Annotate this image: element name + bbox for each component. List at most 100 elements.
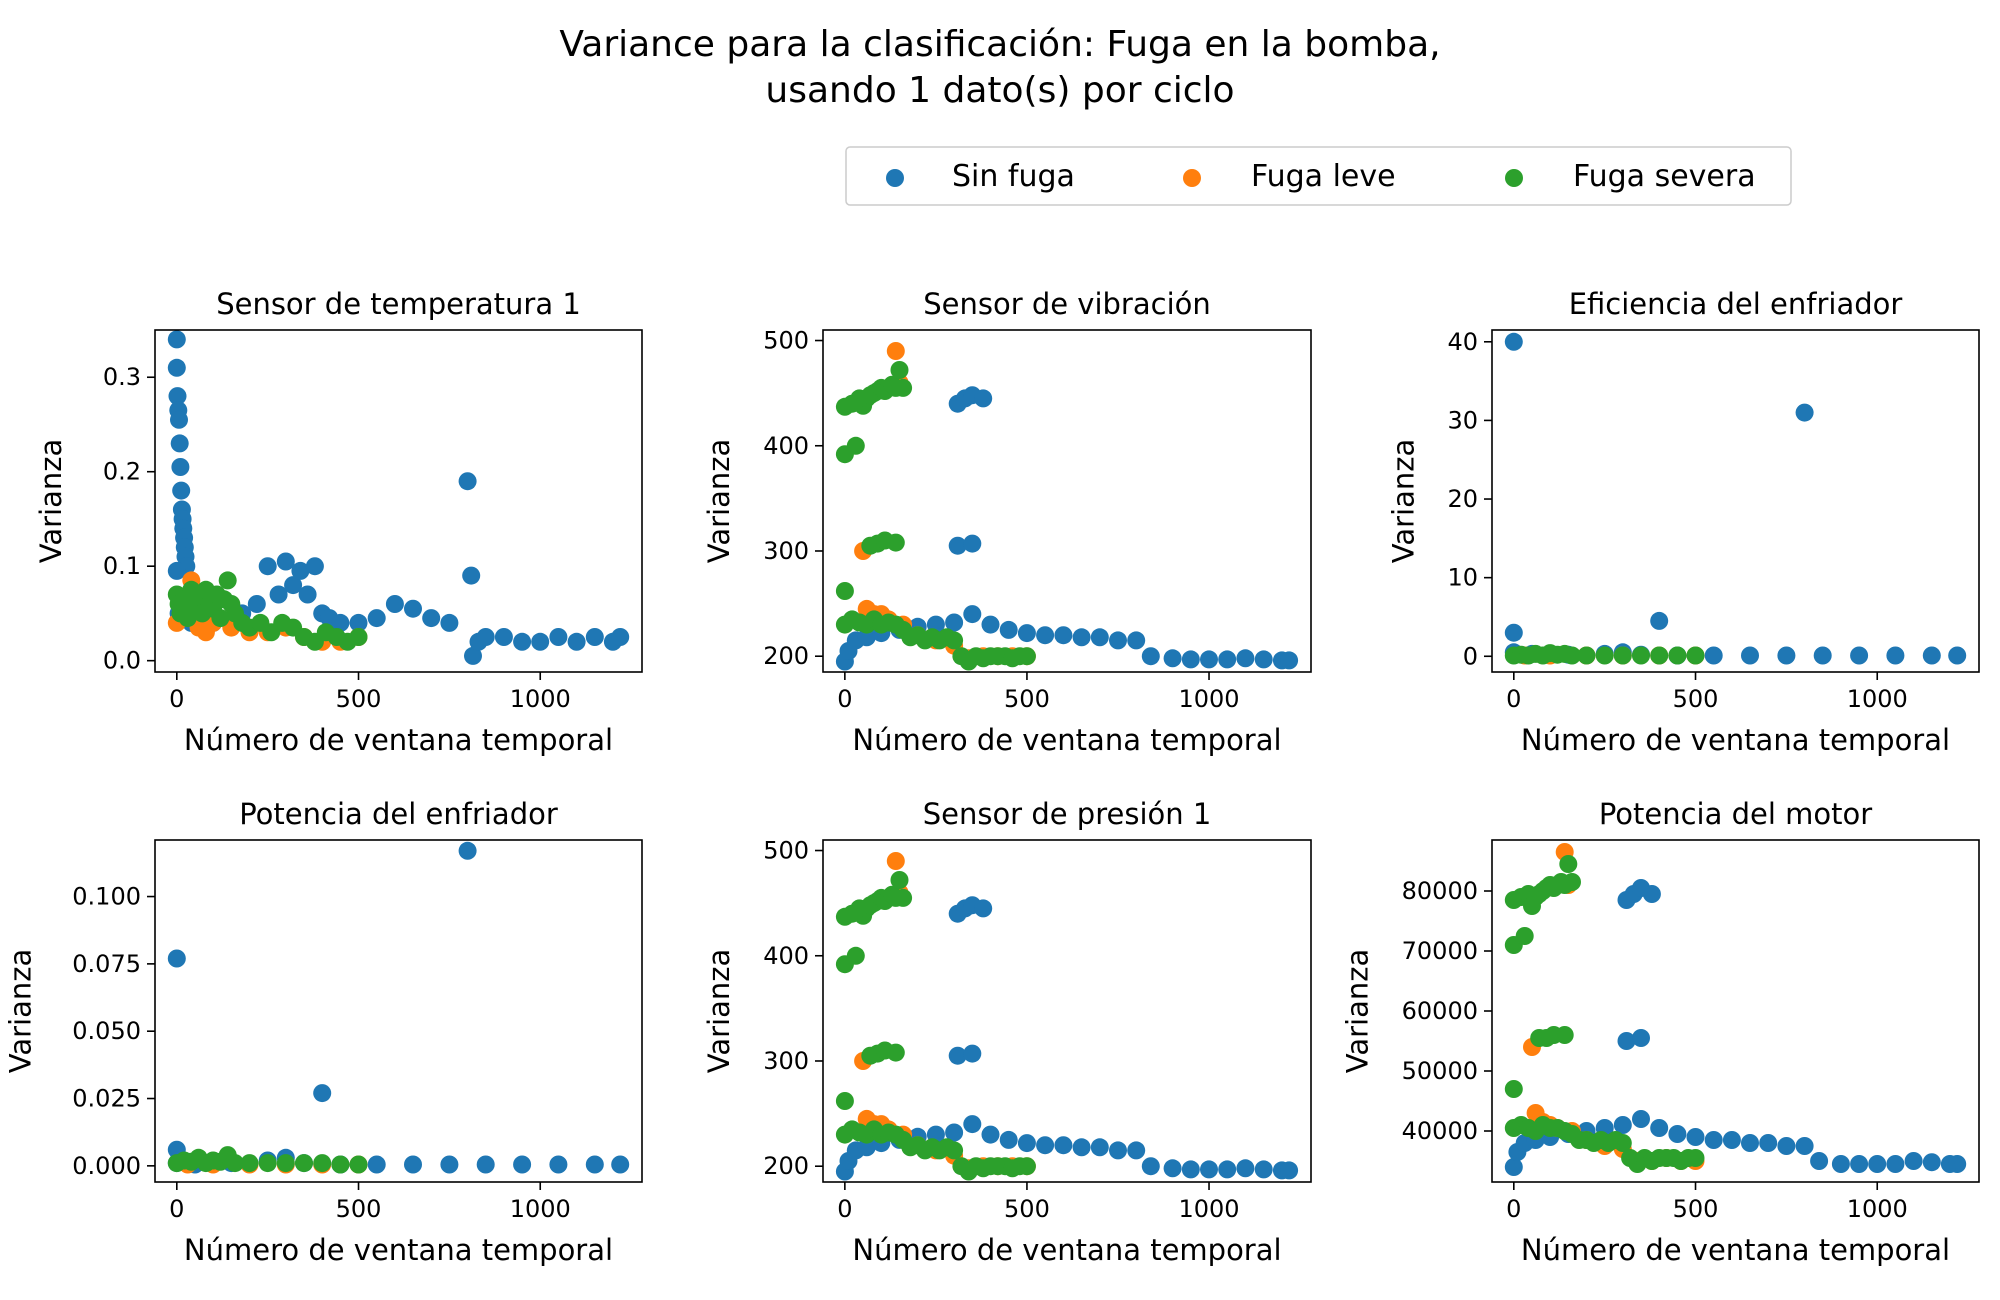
y-tick-label: 50000 (1402, 1057, 1478, 1085)
x-tick-label: 500 (1004, 685, 1050, 713)
data-point (549, 628, 568, 646)
data-point (611, 628, 630, 646)
data-point (1613, 1134, 1632, 1152)
data-point (170, 434, 189, 453)
data-point (1613, 1116, 1632, 1134)
y-tick-label: 40 (1447, 328, 1478, 356)
y-tick-label: 400 (763, 432, 809, 460)
data-point (1886, 646, 1905, 665)
data-point (1163, 1159, 1182, 1178)
data-point (1795, 1137, 1814, 1155)
data-point (835, 1092, 854, 1110)
y-tick-label: 500 (763, 837, 809, 865)
y-tick-label: 300 (763, 537, 809, 565)
data-point (1686, 646, 1705, 665)
points (1504, 843, 1967, 1176)
legend-box (845, 146, 1792, 206)
y-tick-label: 200 (763, 1152, 809, 1180)
y-tick-label: 10 (1447, 564, 1478, 592)
data-point (974, 899, 993, 918)
x-tick-label: 1000 (1178, 685, 1239, 713)
data-point (948, 536, 967, 555)
x-tick-label: 0 (169, 685, 184, 713)
axes-frame (1491, 329, 1980, 673)
points (167, 330, 630, 665)
data-point (857, 1138, 876, 1157)
data-point (1054, 1136, 1073, 1155)
data-point (1850, 646, 1869, 665)
series-fuga-severa (835, 361, 1036, 671)
subplot-6: Potencia del motor 0 500 1000 40000 50000 6000… (1341, 797, 1980, 1267)
data-point (1127, 631, 1146, 650)
x-axis-label: Número de ventana temporal (1521, 1233, 1950, 1267)
x-tick-label: 0 (837, 685, 852, 713)
data-point (1704, 1131, 1723, 1149)
data-point (1054, 626, 1073, 645)
data-point (494, 628, 513, 646)
data-point (999, 620, 1018, 639)
data-point (1722, 1131, 1741, 1149)
y-tick-label: 0.100 (72, 883, 141, 911)
data-point (963, 1044, 982, 1063)
data-point (1795, 403, 1814, 422)
y-tick-label: 0.3 (103, 363, 141, 391)
data-point (1810, 1152, 1829, 1170)
data-point (531, 632, 550, 651)
series-fuga-severa (167, 571, 368, 651)
y-tick-label: 0.2 (103, 458, 141, 486)
subplot-title: Sensor de presión 1 (923, 797, 1212, 831)
data-point (945, 613, 964, 632)
data-point (1072, 628, 1091, 647)
series-fuga-severa (1504, 644, 1705, 665)
data-point (1650, 646, 1669, 665)
data-point (258, 1154, 277, 1173)
data-point (1555, 1026, 1574, 1044)
data-point (1163, 649, 1182, 668)
x-axis-label: Número de ventana temporal (1521, 723, 1950, 757)
data-point (1218, 650, 1237, 669)
data-point (1017, 647, 1036, 666)
data-point (1922, 1153, 1941, 1172)
data-point (1777, 1137, 1796, 1155)
x-tick-label: 500 (1004, 1195, 1050, 1223)
data-point (974, 389, 993, 408)
data-point (585, 1155, 604, 1174)
data-point (284, 576, 303, 595)
data-point (585, 628, 604, 646)
data-point (1886, 1155, 1905, 1173)
y-tick-label: 0.075 (72, 950, 141, 978)
y-axis-label: Varianza (4, 949, 38, 1073)
data-point (313, 1084, 332, 1103)
data-point (1109, 631, 1127, 650)
data-point (1948, 1155, 1967, 1173)
points (167, 841, 630, 1174)
y-tick-label: 0.000 (72, 1152, 141, 1180)
data-point (890, 361, 909, 379)
data-point (1504, 623, 1523, 642)
data-point (1948, 646, 1967, 665)
data-point (298, 585, 317, 604)
data-point (276, 1154, 295, 1173)
data-point (269, 585, 288, 604)
data-point (1181, 650, 1200, 669)
data-point (611, 1155, 630, 1174)
data-point (1036, 1136, 1055, 1155)
legend-label-sin-fuga: Sin fuga (952, 159, 1075, 194)
y-axis-label: Varianza (1386, 439, 1420, 563)
y-axis-label: Varianza (702, 439, 736, 563)
data-point (835, 582, 854, 600)
data-point (1613, 646, 1632, 665)
series-sin-fuga (1504, 879, 1967, 1176)
series-sin-fuga (835, 386, 1299, 671)
data-point (1504, 1080, 1523, 1098)
x-tick-label: 500 (1673, 685, 1719, 713)
x-tick-label: 500 (336, 685, 382, 713)
data-point (1632, 1029, 1650, 1047)
y-tick-label: 500 (763, 327, 809, 355)
y-tick-label: 300 (763, 1047, 809, 1075)
data-point (1515, 927, 1534, 945)
data-point (367, 609, 386, 628)
data-point (945, 1141, 964, 1160)
x-tick-label: 500 (336, 1195, 382, 1223)
subplot-4: Potencia del enfriador 0 500 1000 0.000 0.025… (4, 797, 643, 1267)
